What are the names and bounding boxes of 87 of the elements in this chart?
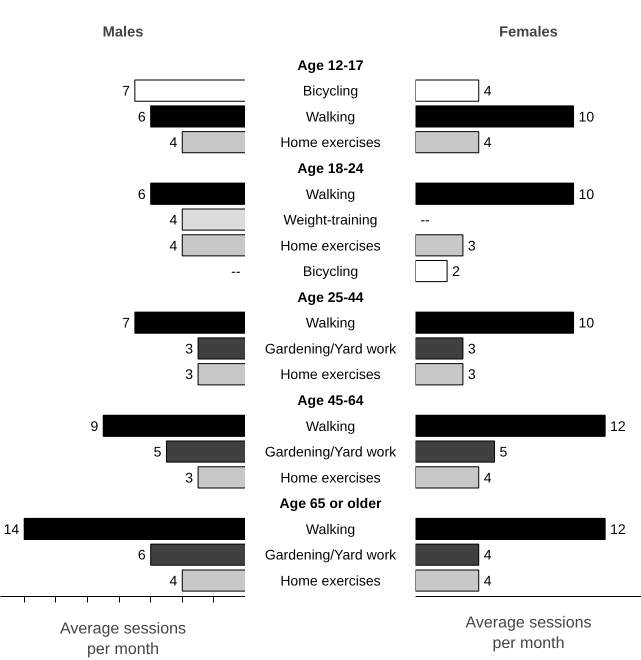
y-tick-label: Home exercises (280, 134, 381, 150)
bar (416, 260, 448, 282)
bar (416, 182, 574, 205)
bar (182, 208, 245, 231)
y-tick-label: Age 18-24 (297, 160, 364, 176)
bar (134, 312, 245, 334)
y-tick-label: Gardening/Yard work (264, 340, 398, 356)
bar (166, 440, 245, 463)
data-label: 14 (4, 520, 20, 537)
data-label: 3 (468, 366, 476, 382)
data-label: 3 (468, 237, 476, 254)
y-tick-label: Walking (306, 418, 356, 434)
data-label: 4 (484, 572, 492, 589)
bar (416, 466, 480, 488)
y-tick-label: Walking (306, 314, 356, 331)
data-label: 4 (169, 134, 178, 150)
bar (134, 80, 245, 102)
y-tick-label: Gardening/Yard work (264, 444, 398, 460)
y-tick-label: Walking (306, 186, 356, 202)
bar (416, 131, 480, 154)
data-label: 3 (468, 340, 476, 356)
bar (182, 569, 245, 592)
bar (416, 312, 574, 334)
bar (416, 363, 464, 386)
y-tick-label: Age 25-44 (297, 288, 364, 305)
y-tick-label: Gardening/Yard work (264, 546, 398, 563)
bar (416, 234, 464, 256)
bar (416, 569, 480, 592)
data-label: 10 (578, 108, 594, 124)
bar (198, 337, 245, 360)
data-label: 4 (169, 237, 178, 254)
x-axis-title: Average sessions per month (466, 614, 592, 652)
data-label: 12 (610, 520, 626, 537)
data-label: 4 (169, 212, 178, 228)
data-label: 4 (484, 82, 492, 99)
chart-title: Males (102, 24, 144, 40)
y-tick-label: Walking (306, 520, 356, 537)
y-tick-label: Home exercises (280, 366, 381, 382)
data-label: 3 (185, 340, 194, 356)
bar (416, 518, 606, 540)
bar (24, 518, 245, 540)
bar (150, 544, 245, 566)
bar (416, 80, 480, 102)
text: -- (231, 263, 241, 280)
data-label: 10 (578, 186, 594, 202)
y-tick-label: Bicycling (302, 82, 358, 99)
data-label: 6 (138, 186, 146, 202)
bar (198, 363, 245, 386)
data-label: 6 (138, 108, 146, 124)
data-label: 4 (484, 546, 492, 563)
data-label: 5 (500, 444, 508, 460)
y-tick-label: Age 45-64 (297, 392, 364, 408)
data-label: 5 (154, 444, 162, 460)
bar (416, 414, 606, 437)
data-label: 9 (90, 418, 98, 434)
data-label: 6 (138, 546, 146, 563)
y-tick-label: Bicycling (302, 263, 358, 280)
data-label: 7 (122, 82, 130, 99)
bar (416, 105, 574, 128)
chart-title: Females (499, 24, 558, 40)
data-label: 12 (610, 418, 626, 434)
data-label: 7 (122, 314, 130, 331)
bar (182, 234, 245, 256)
y-tick-label: Home exercises (280, 572, 381, 589)
bar (416, 544, 480, 566)
bar (198, 466, 245, 488)
data-label: 3 (185, 366, 194, 382)
data-label: 10 (578, 314, 594, 331)
y-tick-label: Home exercises (280, 237, 381, 254)
data-label: 4 (169, 572, 178, 589)
y-tick-label: Age 65 or older (280, 495, 382, 512)
y-tick-label: Age 12-17 (297, 56, 364, 73)
data-label: 3 (185, 469, 194, 486)
bar (150, 182, 245, 205)
data-label: 4 (484, 469, 492, 486)
bar (182, 131, 245, 154)
y-tick-label: Home exercises (280, 469, 381, 486)
data-label: 4 (484, 134, 492, 150)
y-tick-label: Walking (306, 108, 356, 124)
y-tick-label: Weight-training (284, 212, 378, 228)
bar (416, 440, 496, 463)
bar (150, 105, 245, 128)
data-label: 2 (452, 263, 460, 280)
bar (416, 337, 464, 360)
bar (102, 414, 245, 437)
x-axis-title: Average sessions per month (60, 620, 186, 658)
text: -- (420, 212, 430, 228)
